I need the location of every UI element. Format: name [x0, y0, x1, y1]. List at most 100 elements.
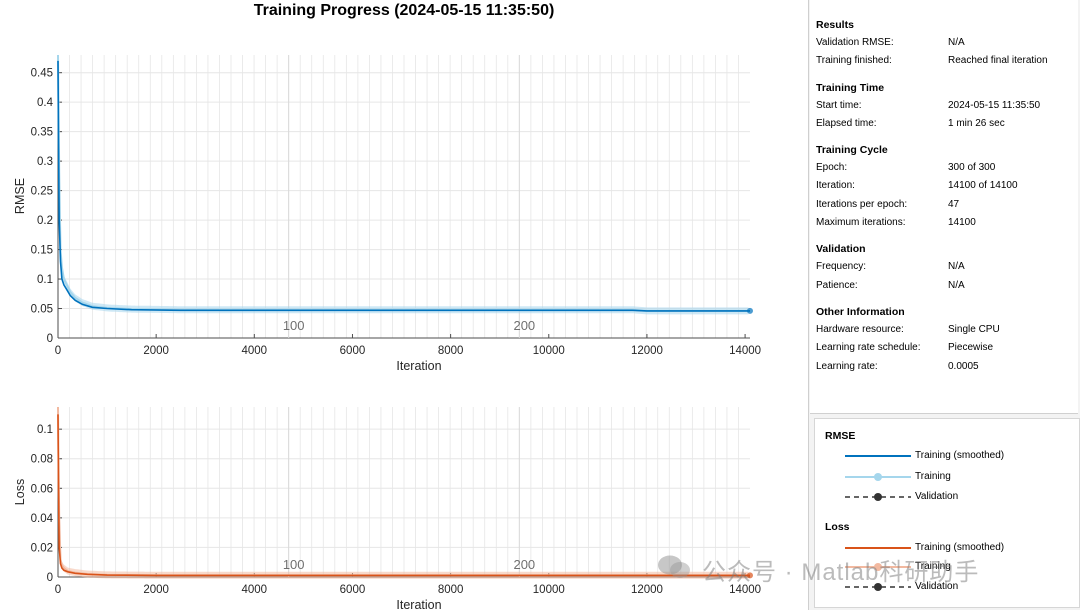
info-value: 1 min 26 sec: [948, 117, 1005, 129]
validation-title: Validation: [816, 243, 866, 256]
y-tick-label: 0.35: [31, 127, 53, 139]
y-tick-label: 0.15: [31, 245, 53, 257]
info-value: 47: [948, 198, 960, 210]
info-row: Epoch: 300 of 300: [816, 159, 1078, 177]
info-row: Validation RMSE: N/A: [816, 34, 1078, 52]
info-label: Training finished:: [816, 55, 892, 67]
info-label: Hardware resource:: [816, 323, 904, 335]
validation-section: Validation Frequency: N/A Patience: N/A: [816, 240, 1078, 295]
x-tick-label: 6000: [340, 584, 366, 596]
info-label: Maximum iterations:: [816, 217, 906, 229]
legend-rmse-training: Training: [825, 470, 1075, 484]
legend-dashed-icon: [845, 493, 911, 501]
legend-label: Training (smoothed): [915, 450, 1005, 461]
info-row: Iteration: 14100 of 14100: [816, 177, 1078, 195]
y-tick-label: 0: [47, 572, 53, 584]
info-value: 2024-05-15 11:35:50: [948, 99, 1041, 111]
training-cycle-section: Training Cycle Epoch: 300 of 300 Iterati…: [816, 141, 1078, 232]
x-axis-label: Iteration: [396, 359, 441, 373]
legend-loss-title: Loss: [825, 521, 850, 533]
series-training-smoothed: [57, 60, 750, 312]
y-tick-label: 0.05: [31, 304, 53, 316]
info-label: Iteration:: [816, 180, 855, 192]
chart-2: 0 0.02 0.04 0.06 0.08 0.1 0 2000 4000 6000 8000 100…: [13, 403, 761, 610]
x-tick-label: 6000: [340, 345, 366, 357]
info-label: Iterations per epoch:: [816, 198, 908, 210]
info-panel: Results Validation RMSE: N/A Training fi…: [810, 0, 1078, 414]
legend-label: Training: [915, 561, 951, 572]
x-tick-label: 14000: [729, 584, 761, 596]
legend-label: Validation: [915, 581, 959, 592]
info-value: 14100 of 14100: [948, 180, 1018, 192]
series-end-marker: [747, 572, 753, 579]
info-row: Elapsed time: 1 min 26 sec: [816, 115, 1078, 133]
info-row: Frequency: N/A: [816, 258, 1078, 276]
y-tick-label: 0.4: [37, 97, 54, 109]
y-tick-label: 0.2: [37, 215, 53, 227]
info-value: Single CPU: [948, 323, 1000, 335]
info-label: Elapsed time:: [816, 117, 877, 129]
y-tick-label: 0.45: [31, 68, 53, 80]
info-value: 14100: [948, 217, 976, 229]
y-tick-label: 0.1: [37, 424, 53, 436]
y-tick-label: 0.02: [31, 542, 53, 554]
info-value: 300 of 300: [948, 162, 996, 174]
info-row: Patience: N/A: [816, 277, 1078, 295]
training-time-title: Training Time: [816, 81, 885, 94]
info-row: Maximum iterations: 14100: [816, 214, 1078, 232]
results-title: Results: [816, 19, 854, 31]
series-end-marker: [747, 307, 753, 314]
info-label: Validation RMSE:: [816, 37, 894, 48]
info-value: Reached final iteration: [948, 55, 1048, 67]
other-info-title: Other Information: [816, 305, 905, 318]
legend-marker-line-icon: [845, 563, 911, 571]
chart-1: 0 0.05 0.1 0.15 0.2 0.25 0.3 0.35 0.4 0.45 0 2000 40…: [13, 51, 761, 373]
epoch-label: 100: [283, 318, 305, 333]
info-label: Epoch:: [816, 162, 848, 174]
legend-rmse-smoothed: Training (smoothed): [825, 449, 1075, 463]
legend-marker-line-icon: [845, 473, 911, 481]
x-tick-label: 8000: [438, 345, 464, 357]
y-tick-label: 0.25: [31, 186, 53, 198]
y-tick-label: 0.06: [31, 483, 53, 495]
x-tick-label: 4000: [242, 345, 268, 357]
info-value: Piecewise: [948, 342, 994, 354]
y-axis-label: RMSE: [13, 178, 27, 214]
y-axis-label: Loss: [13, 479, 27, 505]
x-tick-label: 2000: [143, 584, 169, 596]
legend-loss-validation: Validation: [825, 580, 1075, 594]
legend-loss-smoothed: Training (smoothed): [825, 541, 1075, 555]
results-section: Results Validation RMSE: N/A Training fi…: [816, 16, 1078, 71]
legend-dashed-icon: [845, 583, 911, 591]
x-tick-label: 14000: [729, 345, 761, 357]
info-row: Hardware resource: Single CPU: [816, 321, 1078, 339]
legend-label: Validation: [915, 491, 959, 502]
x-tick-label: 8000: [438, 584, 464, 596]
other-info-section: Other Information Hardware resource: Sin…: [816, 303, 1078, 376]
info-label: Frequency:: [816, 261, 867, 273]
watermark: 公众号 · Matlab科研助手: [702, 559, 980, 586]
wechat-icon: [658, 555, 690, 578]
x-axis-label: Iteration: [396, 598, 441, 610]
info-row: Start time: 2024-05-15 11:35:50: [816, 97, 1078, 115]
page-title: Training Progress (2024-05-15 11:35:50): [253, 2, 555, 19]
info-label: Learning rate schedule:: [816, 342, 921, 354]
info-value: N/A: [948, 261, 965, 273]
x-tick-label: 0: [55, 584, 61, 596]
epoch-label: 100: [283, 557, 305, 572]
legend-line-icon: [845, 547, 911, 549]
info-row: Learning rate schedule: Piecewise: [816, 339, 1078, 357]
x-tick-label: 4000: [242, 584, 268, 596]
legend-label: Training: [915, 471, 951, 482]
x-tick-label: 10000: [533, 345, 565, 357]
y-tick-label: 0: [47, 333, 53, 345]
x-tick-label: 0: [55, 345, 61, 357]
info-value: N/A: [948, 279, 965, 291]
legend-line-icon: [845, 455, 911, 457]
epoch-label: 200: [513, 318, 535, 333]
series-training-smoothed: [57, 414, 750, 577]
info-row: Iterations per epoch: 47: [816, 196, 1078, 214]
info-label: Learning rate:: [816, 360, 878, 372]
legend-label: Training (smoothed): [915, 542, 1005, 553]
info-row: Training finished: Reached final iterati…: [816, 52, 1078, 70]
